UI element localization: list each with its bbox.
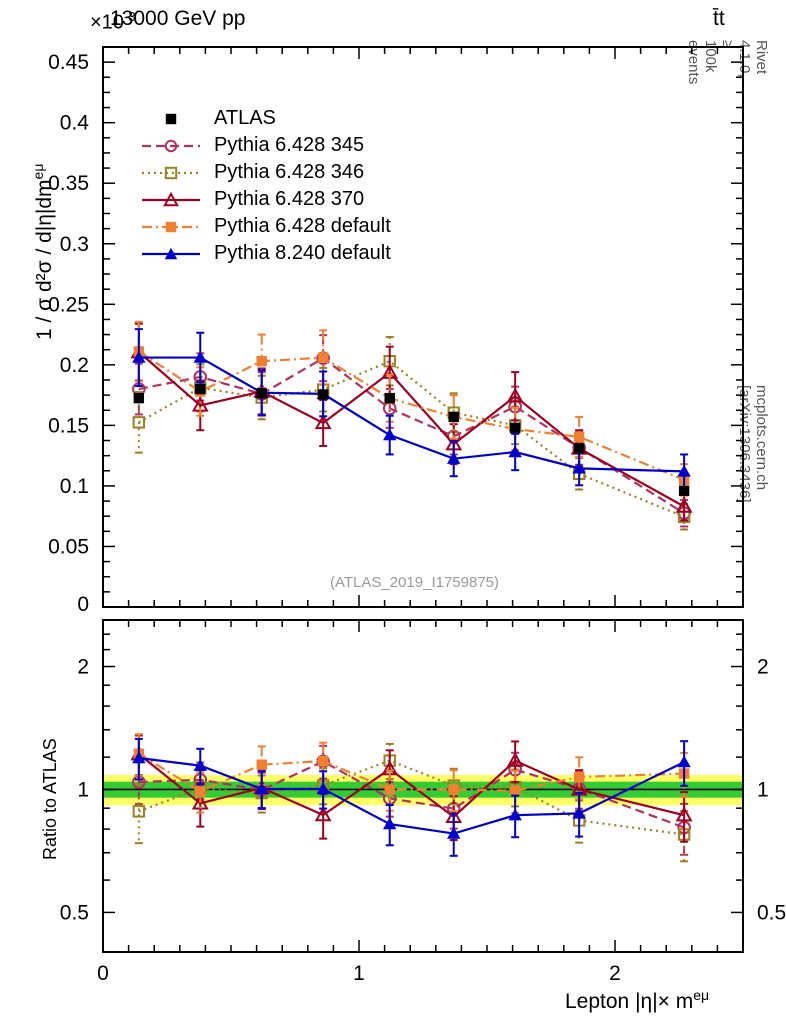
data-marker [573,431,585,443]
y-axis-tick-label-ratio-right: 1 [757,778,769,801]
legend: ATLAS Pythia 6.428 345 Pythia 6.428 346 Pyt… [140,105,391,267]
data-marker [132,350,146,363]
y-axis-tick-label-main: 0.2 [60,354,89,377]
data-marker [572,806,586,819]
data-marker [573,443,585,454]
legend-entry[interactable]: Pythia 6.428 346 [140,159,391,186]
y-axis-tick-label-ratio: 2 [77,656,89,679]
legend-entry[interactable]: Pythia 6.428 370 [140,186,391,213]
data-marker [317,389,329,400]
legend-label: Pythia 8.240 default [214,242,391,264]
data-marker [506,751,524,767]
data-marker [132,751,146,764]
x-axis-title-text: Lepton |η|× m [565,990,694,1013]
scale-factor-mantissa: ×10 [90,11,124,34]
y-axis-tick-label-main: 0.25 [48,293,89,316]
y-axis-tick-label-main: 0.45 [48,51,89,74]
legend-entry[interactable]: Pythia 6.428 default [140,213,391,240]
series-5-line [138,356,685,473]
data-marker [384,784,395,795]
legend-marker-0 [165,113,177,124]
y-axis-tick-label-main: 0.3 [60,233,89,256]
data-marker [193,758,207,771]
data-marker [447,451,461,464]
legend-label: Pythia 6.428 345 [214,134,365,156]
ratio-series-1-line [138,759,685,836]
legend-label: ATLAS [214,107,276,129]
data-marker [314,414,332,430]
data-marker [314,806,332,822]
y-axis-tick-label-main: 0.05 [48,535,89,558]
y-axis-tick-label-main: 0.15 [48,414,89,437]
data-marker [256,356,267,367]
y-axis-tick-label-main-zero: 0 [77,593,89,616]
data-marker [256,759,267,770]
data-marker [256,388,267,399]
data-marker [448,411,459,423]
y-axis-tick-label-ratio-right: 2 [757,656,769,679]
x-axis-tick-label: 1 [353,962,365,985]
ratio-panel-frame [102,619,744,953]
legend-marker-1 [142,139,200,152]
data-marker [383,428,397,441]
legend-label: Pythia 6.428 default [214,215,391,237]
legend-marker-3 [142,191,200,206]
ratio-series-3-line [138,752,685,793]
x-axis-tick-label: 2 [609,962,621,985]
legend-label: Pythia 6.428 370 [214,188,365,210]
data-marker [506,387,524,403]
legend-entry[interactable]: Pythia 6.428 345 [140,132,391,159]
data-marker [572,461,586,474]
data-marker [132,416,146,429]
legend-marker-4 [142,221,200,232]
data-marker [195,383,206,395]
data-marker [132,805,146,818]
data-marker [193,350,207,363]
y-axis-tick-label-main: 0.35 [48,172,89,195]
data-marker [508,808,522,821]
y-axis-tick-label-ratio: 1 [77,778,89,801]
legend-marker-5 [142,247,200,259]
data-marker [383,817,397,830]
data-marker [573,771,585,783]
y-axis-tick-label-ratio-right: 0.5 [757,901,786,924]
beam-label: 13000 GeV pp [110,7,246,30]
scale-factor-label: ×10-3 [90,10,136,33]
x-axis-tick-label: 0 [97,962,109,985]
data-marker [195,786,206,797]
series-2-line [138,359,685,518]
data-marker [677,464,691,477]
data-marker [675,806,693,822]
analysis-watermark: (ATLAS_2019_I1759875) [330,574,500,591]
data-marker [316,782,330,795]
legend-marker-2 [142,166,200,179]
data-marker [675,497,693,513]
y-axis-tick-label-ratio: 0.5 [60,901,89,924]
data-marker [448,784,459,795]
data-marker [384,392,395,404]
y-axis-tick-label-main: 0.1 [60,475,89,498]
legend-label: Pythia 6.428 346 [214,161,365,183]
data-marker [509,422,521,433]
process-label: t̄t [713,7,725,30]
x-axis-title-sup: eμ [693,987,710,1003]
x-axis-title: Lepton |η|× meμ [565,988,709,1012]
data-marker [255,782,269,795]
main-panel-frame [102,46,744,608]
scale-factor-exponent: -3 [123,9,136,24]
data-marker [447,826,461,839]
data-marker [677,755,691,768]
data-marker [317,352,329,363]
data-marker [678,485,690,496]
data-marker [133,392,145,404]
data-marker [317,755,329,767]
y-axis-tick-label-main: 0.4 [60,112,90,135]
legend-entry[interactable]: ATLAS [140,105,391,132]
data-marker [509,785,521,796]
data-marker [508,445,522,458]
legend-entry[interactable]: Pythia 8.240 default [140,240,391,267]
